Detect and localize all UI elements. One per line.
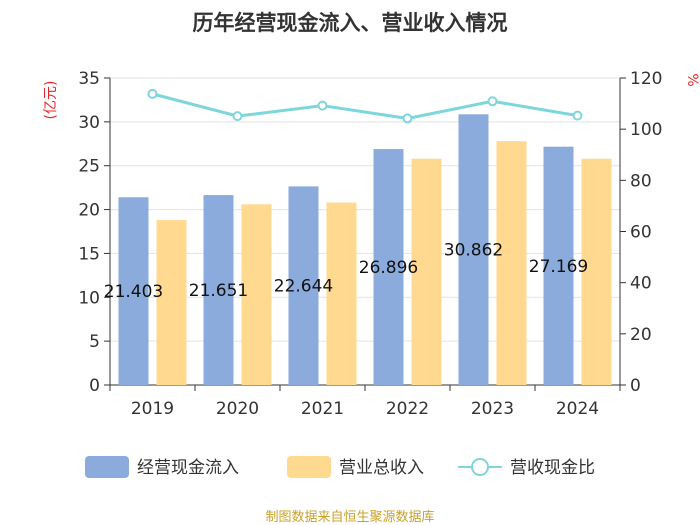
bars: [118, 114, 612, 385]
cash-inflow-bar: [373, 149, 404, 385]
bar-data-label: 26.896: [359, 258, 418, 278]
ratio-point: [572, 110, 583, 121]
data-labels: 21.403 21.651 22.644 26.896 30.862 27.169: [104, 241, 588, 302]
y-left-tick-label: 10: [78, 288, 100, 308]
legend-label: 经营现金流入: [137, 458, 239, 478]
y-right-tick-label: 20: [630, 325, 652, 345]
x-tick-label: 2021: [301, 399, 344, 419]
chart-title: 历年经营现金流入、营业收入情况: [193, 11, 508, 35]
cash-inflow-bar: [288, 186, 319, 385]
bar-data-label: 27.169: [529, 257, 588, 277]
source-note: 制图数据来自恒生聚源数据库: [265, 509, 434, 525]
ratio-line: [147, 88, 583, 124]
y-left-tick-label: 5: [89, 332, 100, 352]
y-left-tick-label: 15: [78, 244, 100, 264]
legend-swatch-revenue: [287, 456, 331, 478]
grid-lines: [110, 77, 620, 342]
ratio-point: [487, 96, 498, 107]
revenue-bar: [411, 158, 442, 385]
bar-data-label: 21.651: [189, 281, 248, 301]
y-right-tick-label: 100: [630, 120, 662, 140]
revenue-bar: [156, 220, 187, 385]
ratio-point: [232, 111, 243, 122]
y-right-tick-label: 80: [630, 171, 652, 191]
y-right-tick-label: 40: [630, 274, 652, 294]
bar-data-label: 30.862: [444, 241, 503, 261]
legend-swatch-cash-inflow: [85, 456, 129, 478]
legend-swatch-ratio-marker: [471, 458, 489, 476]
x-tick-label: 2023: [471, 399, 514, 419]
x-tick-label: 2022: [386, 399, 429, 419]
y-right-tick-label: 0: [630, 376, 641, 396]
y-right-unit: %: [684, 73, 700, 86]
legend-label: 营收现金比: [510, 458, 595, 478]
axes: 0 5 10 15 20 25 30 35 0 20 40 60 80 100 120 (亿元)% 2019 20…: [43, 69, 700, 419]
y-left-tick-label: 30: [78, 113, 100, 133]
cash-inflow-bar: [458, 114, 489, 385]
cash-inflow-bar: [543, 146, 574, 385]
cash-inflow-bar: [118, 197, 149, 385]
ratio-point: [402, 113, 413, 124]
y-right-tick-label: 120: [630, 69, 662, 89]
ratio-line-path: [152, 92, 578, 120]
y-left-tick-label: 0: [89, 376, 100, 396]
y-left-unit: (亿元): [43, 81, 59, 120]
legend: 经营现金流入 营业总收入 营收现金比: [85, 456, 595, 478]
revenue-bar: [496, 141, 527, 385]
cash-inflow-bar: [203, 195, 234, 385]
ratio-point: [147, 88, 158, 99]
x-tick-label: 2020: [216, 399, 259, 419]
ratio-point: [317, 100, 328, 111]
bar-data-label: 22.644: [274, 277, 333, 297]
y-left-tick-label: 20: [78, 201, 100, 221]
revenue-bar: [241, 204, 272, 385]
y-left-tick-label: 35: [78, 69, 100, 89]
x-tick-label: 2024: [556, 399, 599, 419]
revenue-bar: [581, 158, 612, 385]
bar-data-label: 21.403: [104, 282, 163, 302]
y-left-tick-label: 25: [78, 157, 100, 177]
y-right-tick-label: 60: [630, 223, 652, 243]
x-tick-label: 2019: [131, 399, 174, 419]
revenue-bar: [326, 202, 357, 385]
legend-label: 营业总收入: [339, 458, 424, 478]
